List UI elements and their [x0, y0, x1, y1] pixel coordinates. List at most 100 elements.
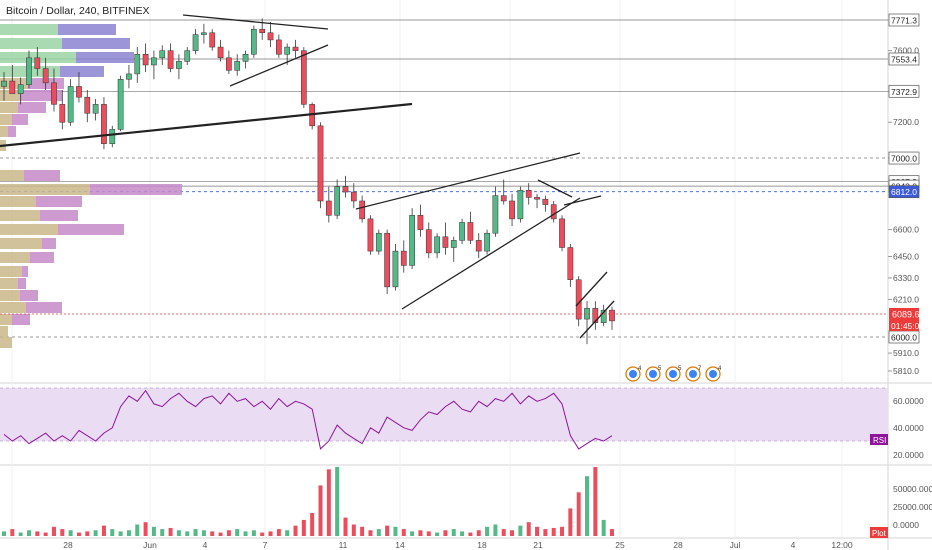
- candle: [392, 243, 399, 291]
- event-badges[interactable]: 4 5 5 7 4: [625, 366, 722, 382]
- volume-bar: [535, 526, 540, 536]
- volume-bar: [18, 532, 23, 536]
- volume-bar: [576, 492, 581, 536]
- candle: [417, 204, 424, 237]
- event-badge-icon[interactable]: 4: [705, 366, 722, 382]
- candle: [325, 186, 332, 223]
- volume-bar: [185, 531, 190, 536]
- level-badge-2: 7372.9: [888, 84, 920, 98]
- candle: [509, 193, 515, 227]
- candle: [26, 50, 32, 89]
- volume-tick: 0.0000: [893, 520, 919, 530]
- level-badge-3: 7000.0: [888, 151, 920, 165]
- volume-bar: [318, 485, 323, 536]
- rsi-tick: 40.0000: [893, 423, 924, 433]
- candle: [209, 29, 216, 51]
- volume-bar: [451, 529, 456, 536]
- svg-text:7000.0: 7000.0: [891, 154, 917, 164]
- volume-bar: [468, 532, 473, 536]
- candle: [101, 97, 107, 150]
- svg-text:7372.9: 7372.9: [891, 87, 917, 97]
- level-badge-7: 6000.0: [888, 330, 920, 344]
- candle: [434, 233, 440, 259]
- candle: [192, 29, 199, 55]
- volume-bar: [351, 524, 356, 536]
- candle: [475, 233, 482, 259]
- level-badge-0: 7771.3: [888, 13, 920, 27]
- candle: [375, 229, 382, 255]
- symbol-title: Bitcoin / Dollar, 240, BITFINEX: [6, 5, 150, 17]
- price-tick: 6330.0: [893, 273, 919, 283]
- volume-bar: [585, 476, 590, 536]
- time-tick: 21: [533, 540, 543, 550]
- volume-bar: [35, 531, 40, 536]
- candle: [9, 64, 16, 94]
- volume-bar: [435, 532, 440, 536]
- candle: [559, 215, 565, 252]
- volume-bar: [343, 517, 348, 536]
- volume-bar: [201, 530, 206, 536]
- time-tick: 18: [477, 540, 487, 550]
- volume-bar: [193, 529, 198, 536]
- volume-bar: [2, 531, 6, 536]
- trendline-wedge-lower: [563, 195, 602, 206]
- time-tick: 7: [263, 540, 268, 550]
- volume-bar: [285, 530, 290, 536]
- candle: [217, 39, 224, 62]
- volume-bar: [110, 529, 115, 536]
- candle: [534, 193, 540, 209]
- volume-bar: [26, 530, 31, 536]
- event-badge-icon[interactable]: 5: [665, 366, 682, 382]
- volume-tick: 50000.0000: [893, 484, 932, 494]
- volume-bar: [93, 530, 98, 536]
- rsi-tick: 20.0000: [893, 450, 924, 460]
- event-badge-icon[interactable]: 7: [685, 366, 702, 382]
- volume-bar: [168, 527, 173, 536]
- candle: [317, 122, 324, 209]
- svg-text:7771.3: 7771.3: [891, 16, 917, 26]
- candle: [42, 57, 49, 91]
- trendline-final-upper: [575, 271, 608, 307]
- candle: [59, 90, 66, 130]
- volume-bar: [260, 532, 265, 536]
- price-tick: 6210.0: [893, 294, 919, 304]
- volume-bar: [443, 530, 448, 536]
- rsi-line: [3, 389, 613, 450]
- volume-bar: [510, 530, 515, 536]
- candle: [92, 98, 99, 121]
- volume-bar: [76, 532, 81, 536]
- svg-text:RSI: RSI: [873, 436, 886, 445]
- volume-axis: 50000.0000 25000.0000 0.0000: [893, 484, 932, 530]
- event-badge-icon[interactable]: 5: [645, 366, 662, 382]
- volume-bar: [418, 530, 423, 536]
- price-tick: 7600.0: [893, 46, 919, 56]
- volume-bar: [118, 531, 123, 536]
- volume-bars: [2, 467, 614, 536]
- candle: [500, 179, 507, 205]
- volume-bar: [526, 522, 531, 536]
- volume-bar: [485, 526, 490, 536]
- volume-bar: [60, 529, 65, 536]
- svg-text:6000.0: 6000.0: [891, 333, 917, 343]
- volume-bar: [176, 530, 181, 536]
- event-badge-icon[interactable]: 4: [625, 366, 642, 382]
- candle: [184, 47, 191, 65]
- candle: [542, 195, 549, 212]
- candle: [109, 125, 116, 148]
- candle: [409, 208, 415, 269]
- candle: [51, 68, 57, 112]
- volume-bar: [143, 522, 148, 536]
- candle: [567, 243, 574, 287]
- volume-tick: 25000.0000: [893, 502, 932, 512]
- svg-text:6089.6: 6089.6: [892, 310, 920, 320]
- candle: [350, 183, 357, 209]
- candle: [400, 240, 407, 273]
- candle: [442, 222, 449, 255]
- volume-bar: [610, 529, 614, 536]
- candle: [167, 43, 174, 73]
- candle: [359, 195, 365, 223]
- trendline-top-triangle-upper: [182, 14, 329, 30]
- volume-bar: [460, 531, 465, 536]
- volume-bar: [593, 467, 598, 536]
